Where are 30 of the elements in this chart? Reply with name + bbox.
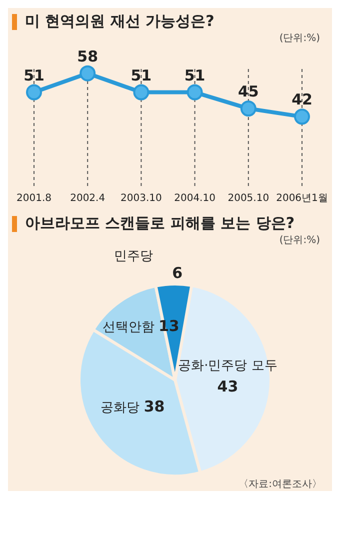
x-tick-label: 2002.4 (70, 193, 106, 204)
data-label: 43 (217, 378, 238, 396)
data-label: 51 (24, 66, 44, 84)
slice-label: 공화·민주당 모두 (178, 358, 278, 374)
chart-title: 아브라모프 스캔들로 피해를 보는 당은? (25, 214, 295, 233)
data-label: 51 (184, 66, 206, 84)
x-tick-label: 2005.10 (228, 193, 270, 204)
text: (단위:%) (278, 32, 321, 45)
slice-label: 선택안함 (102, 320, 158, 336)
chart-title: 미 현역의원 재선 가능성은? (25, 12, 214, 31)
data-label: 38 (144, 398, 165, 416)
slice-label: 민주당 (114, 249, 153, 264)
point (26, 84, 42, 100)
text: (단위:%) (278, 234, 321, 247)
data-label: 45 (238, 82, 259, 101)
data-label: 58 (77, 47, 98, 66)
point (186, 84, 203, 100)
point (240, 100, 256, 117)
x-tick-label: 2003.10 (120, 193, 162, 204)
point (133, 84, 150, 100)
data-label: 42 (292, 90, 312, 109)
point (80, 65, 96, 82)
x-tick-label: 2004.10 (174, 193, 216, 204)
slice-label: 공화당 (100, 400, 144, 416)
text: 〈자료:여론조사〉 (238, 478, 323, 491)
data-label: 51 (130, 66, 152, 84)
data-label: 6 (172, 264, 183, 282)
x-tick-label: 2006년1월 (276, 193, 328, 204)
x-tick-label: 2001.8 (16, 193, 52, 204)
point (294, 108, 310, 125)
